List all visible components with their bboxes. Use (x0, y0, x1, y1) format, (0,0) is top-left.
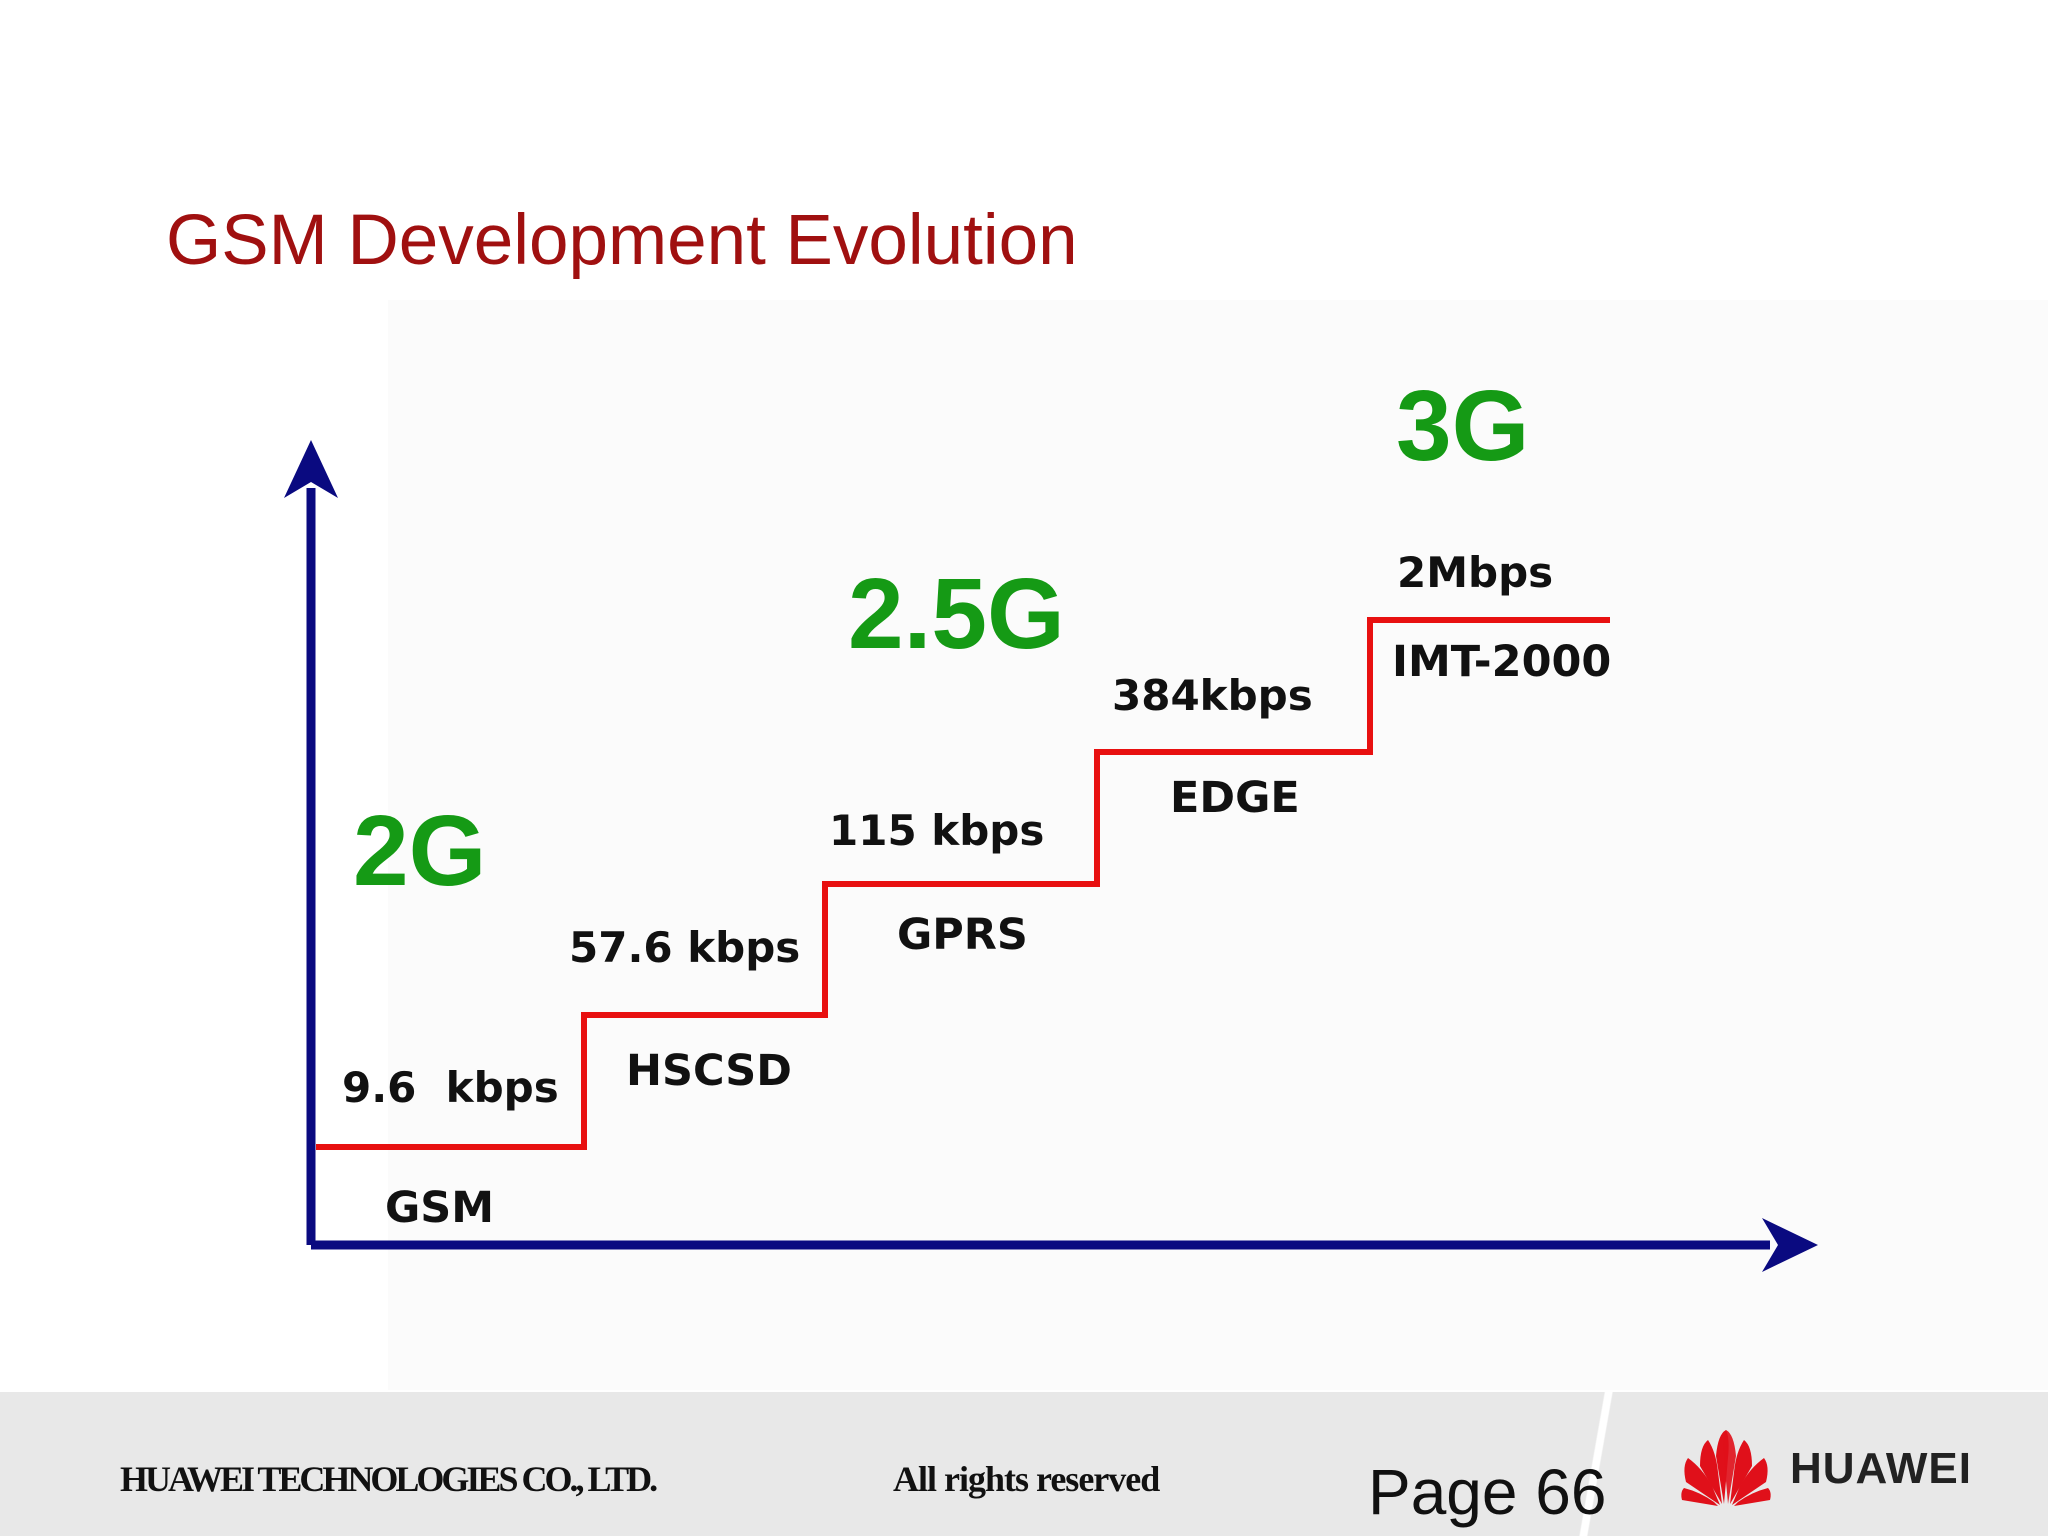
step-tech-gprs: GPRS (897, 910, 1028, 960)
page-number: Page 66 (1368, 1456, 1607, 1528)
step-speed-gprs: 115 kbps (829, 806, 1044, 855)
generation-3g-label: 3G (1396, 370, 1529, 482)
diagram-background (388, 300, 2048, 1390)
slide-title: GSM Development Evolution (166, 201, 1078, 280)
footer-rights: All rights reserved (893, 1459, 1160, 1499)
generation-2-5g-label: 2.5G (848, 558, 1065, 670)
step-speed-gsm: 9.6 kbps (342, 1063, 559, 1112)
speed-staircase (316, 617, 1610, 1150)
huawei-logo: HUAWEI (1678, 1428, 1978, 1508)
x-axis-arrow-icon (1762, 1218, 1818, 1272)
footer-company: HUAWEI TECHNOLOGIES CO., LTD. (120, 1459, 658, 1499)
huawei-logo-text: HUAWEI (1790, 1444, 1972, 1493)
step-tech-edge: EDGE (1170, 773, 1300, 823)
footer-divider (1578, 1392, 1618, 1536)
step-tech-hscsd: HSCSD (626, 1046, 792, 1096)
step-speed-edge: 384kbps (1112, 671, 1313, 720)
huawei-flower-icon (1681, 1430, 1771, 1506)
step-tech-imt2000: IMT-2000 (1392, 637, 1611, 687)
step-speed-hscsd: 57.6 kbps (569, 923, 800, 972)
step-tech-gsm: GSM (385, 1183, 494, 1233)
y-axis-arrow-icon (284, 440, 338, 498)
generation-2g-label: 2G (353, 795, 486, 907)
step-speed-imt2000: 2Mbps (1397, 548, 1553, 597)
